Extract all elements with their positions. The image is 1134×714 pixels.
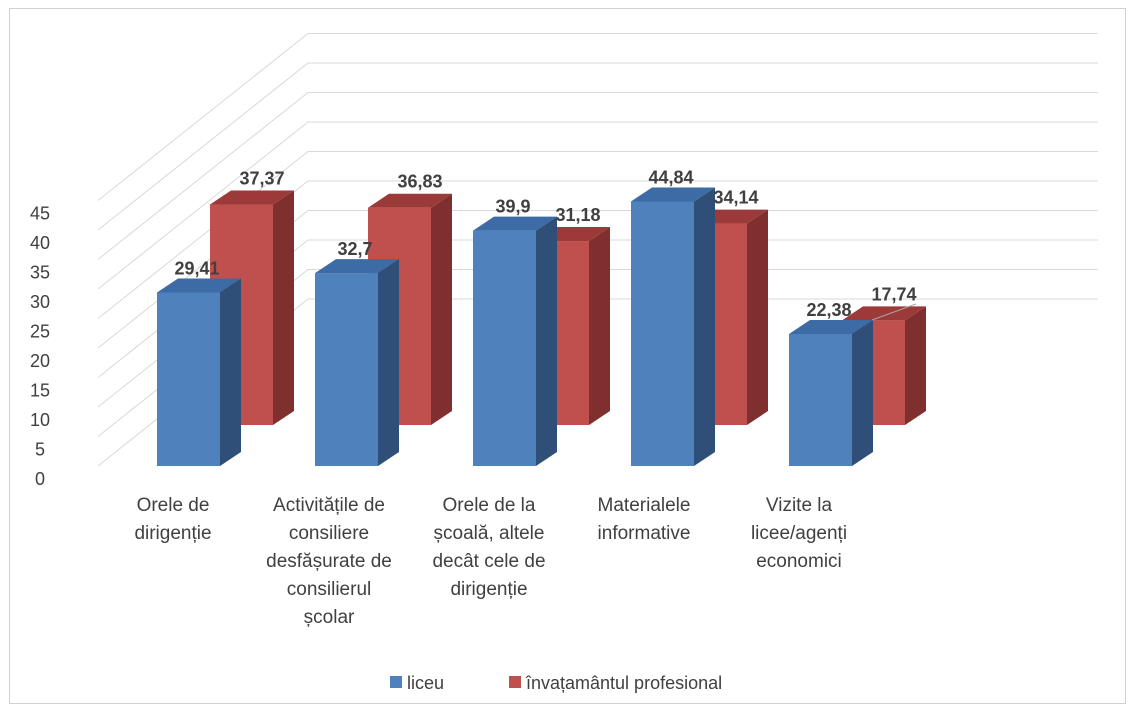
category-label: Activitățile de (273, 495, 385, 516)
legend-swatch (390, 676, 402, 688)
bar-side-face (536, 216, 557, 466)
data-label-liceu: 22,38 (806, 300, 851, 320)
category-label: Materialele (598, 495, 691, 516)
chart-frame: 0 5 10 15 20 25 30 35 40 45 29,41 37,37 32,7 36,83 39… (9, 8, 1126, 704)
category-label: economici (756, 551, 842, 572)
y-tick-label: 45 (30, 204, 50, 224)
category-label: decât cele de (432, 551, 545, 572)
bar-top-face (789, 319, 873, 334)
bar-liceu (631, 187, 715, 466)
category-label: consiliere (289, 523, 369, 544)
data-label-liceu: 29,41 (174, 258, 219, 278)
y-tick-label: 5 (35, 440, 45, 460)
gridline (97, 62, 1098, 231)
y-tick-label: 40 (30, 233, 50, 253)
bar-liceu (473, 216, 557, 466)
bar-side-face (220, 278, 241, 466)
bar-side-face (747, 209, 768, 425)
gridline (97, 33, 1098, 201)
category-label: dirigenție (134, 523, 211, 544)
bar-front-face (789, 333, 852, 466)
bar-front-face (315, 273, 378, 466)
bar-side-face (273, 190, 294, 425)
bar-liceu (157, 278, 241, 466)
bar-side-face (694, 187, 715, 466)
data-label-profesional: 17,74 (871, 284, 916, 304)
gridline (97, 92, 1098, 260)
data-labels: 29,41 37,37 32,7 36,83 39,9 31,18 44,84 34,14 22… (174, 167, 917, 321)
data-label-liceu: 39,9 (495, 197, 530, 217)
bar-top-face (368, 193, 452, 208)
bar-front-face (631, 201, 694, 466)
gridline (97, 151, 1098, 319)
bar-side-face (431, 193, 452, 425)
bar-top-face (157, 278, 241, 293)
category-label: dirigenție (450, 579, 527, 600)
bar-top-face (473, 216, 557, 231)
bar-liceu (315, 259, 399, 466)
category-label: informative (598, 523, 691, 544)
legend-item-liceu: liceu (390, 673, 444, 693)
category-label: școală, altele (434, 523, 545, 544)
data-label-profesional: 34,14 (713, 188, 758, 208)
series-front-bars (157, 187, 873, 466)
x-axis-categories: Orele de dirigenție Activitățile de consili… (134, 495, 847, 628)
category-label: desfășurate de (266, 551, 392, 572)
data-label-profesional: 31,18 (555, 205, 600, 225)
category-label: Vizite la (766, 495, 833, 516)
bar-side-face (852, 319, 873, 466)
gridline (97, 121, 1098, 290)
legend: liceu învațamântul profesional (390, 673, 722, 693)
bar-liceu (789, 319, 873, 466)
y-tick-label: 25 (30, 322, 50, 342)
data-label-profesional: 37,37 (239, 169, 284, 189)
bar-top-face (315, 259, 399, 274)
data-label-liceu: 32,7 (337, 239, 372, 259)
legend-item-profesional: învațamântul profesional (509, 673, 722, 693)
bar-side-face (378, 259, 399, 466)
y-tick-label: 30 (30, 292, 50, 312)
category-label: Orele de (137, 495, 210, 516)
label-leader-line (871, 303, 917, 321)
bar-top-face (631, 187, 715, 202)
y-tick-label: 35 (30, 263, 50, 283)
category-label: școlar (304, 607, 355, 628)
legend-label: învațamântul profesional (525, 673, 722, 693)
y-tick-label: 10 (30, 410, 50, 430)
legend-label: liceu (407, 673, 444, 693)
y-tick-label: 20 (30, 351, 50, 371)
legend-swatch (509, 676, 521, 688)
category-label: licee/agenți (751, 523, 847, 544)
data-label-profesional: 36,83 (397, 172, 442, 192)
bar-chart-3d: 0 5 10 15 20 25 30 35 40 45 29,41 37,37 32,7 36,83 39… (30, 33, 1098, 693)
bar-top-face (210, 190, 294, 205)
bar-front-face (473, 230, 536, 466)
bar-top-face (842, 306, 926, 321)
category-label: consilierul (287, 579, 371, 600)
bar-side-face (905, 306, 926, 425)
bar-side-face (589, 227, 610, 425)
y-tick-label: 0 (35, 469, 45, 489)
y-axis: 0 5 10 15 20 25 30 35 40 45 (30, 204, 50, 490)
category-label: Orele de la (443, 495, 536, 516)
data-label-liceu: 44,84 (648, 167, 693, 187)
bar-front-face (157, 292, 220, 466)
y-tick-label: 15 (30, 381, 50, 401)
